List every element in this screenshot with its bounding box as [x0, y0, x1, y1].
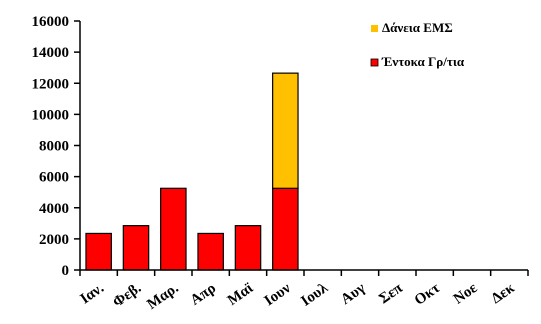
bar-daneia-5	[272, 72, 299, 189]
y-tick-label: 4000	[39, 201, 69, 217]
x-tick-label: Απρ	[188, 280, 219, 309]
x-tick-label: Ιουλ	[298, 280, 331, 310]
x-tick-label: Σεπ	[376, 280, 406, 308]
x-tick-label: Δεκ	[489, 280, 519, 307]
bar-entoka-2	[160, 187, 187, 271]
x-tick-label: Νοε	[451, 280, 481, 308]
x-tick-label: Ιουν	[262, 280, 294, 309]
legend: Δάνεια ΕΜΣ Έντοκα Γρ/τια	[370, 20, 465, 69]
y-axis-ticks: 0 2000 4000 6000 8000 10000 12000 14000 16000	[32, 14, 529, 279]
bar-entoka-0	[85, 232, 112, 271]
legend-swatch	[370, 58, 379, 67]
y-tick-label: 2000	[39, 232, 69, 248]
x-tick-label: Ιαν.	[78, 280, 108, 307]
y-tick-label: 16000	[32, 14, 70, 30]
x-tick-label: Φεβ.	[110, 280, 144, 311]
bar-entoka-3	[197, 232, 224, 271]
bar-entoka-5	[272, 187, 299, 271]
x-tick-label: Οκτ	[412, 280, 443, 309]
y-tick-label: 8000	[39, 139, 69, 155]
y-tick-label: 0	[62, 263, 70, 279]
y-tick-label: 6000	[39, 170, 69, 186]
legend-swatch	[371, 25, 378, 32]
bar-entoka-4	[234, 225, 262, 271]
bars	[85, 72, 299, 271]
y-tick-label: 10000	[32, 107, 70, 123]
x-axis-labels: Ιαν. Φεβ. Μαρ. Απρ Μαϊ Ιουν Ιουλ Αυγ Σεπ Οκτ Νοε Δε…	[78, 280, 519, 313]
bar-entoka-1	[122, 225, 150, 271]
x-tick-label: Μαϊ	[225, 280, 257, 309]
y-tick-label: 14000	[32, 45, 70, 61]
y-tick-label: 12000	[32, 76, 70, 92]
x-tick-label: Αυγ	[338, 280, 368, 308]
legend-label: Δάνεια ΕΜΣ	[382, 20, 453, 35]
x-tick-label: Μαρ.	[144, 280, 181, 313]
legend-label: Έντοκα Γρ/τια	[381, 54, 465, 69]
